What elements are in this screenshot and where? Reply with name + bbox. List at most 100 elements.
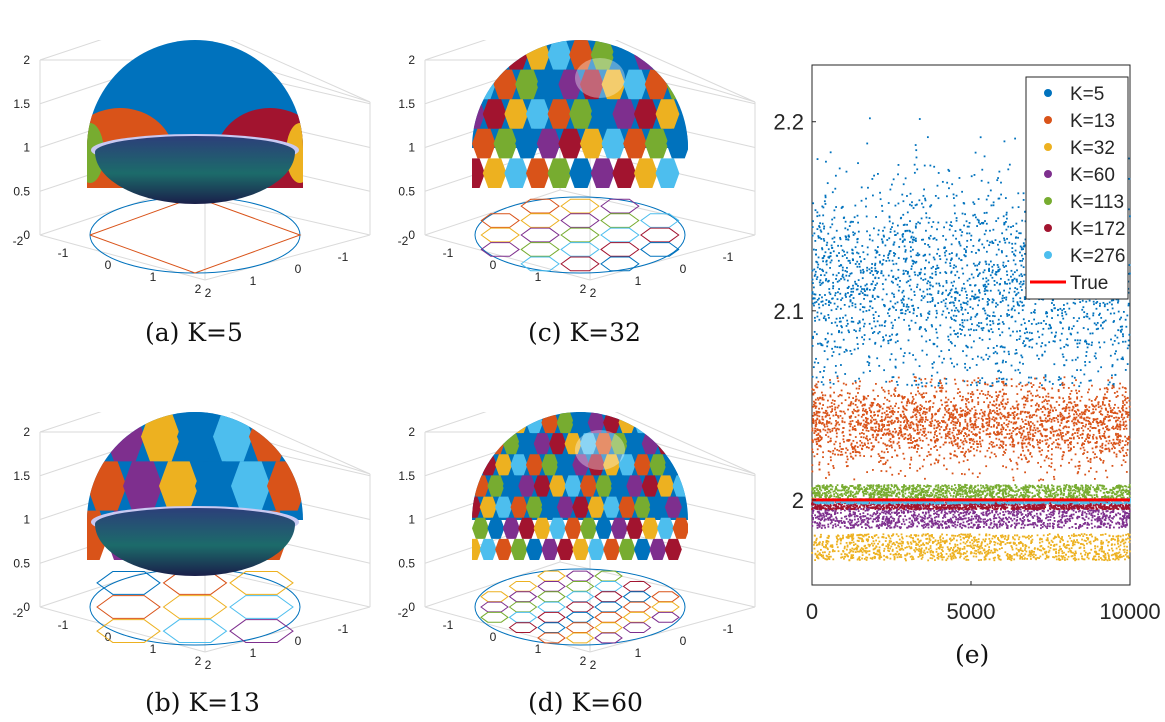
data-point — [1108, 448, 1111, 451]
data-point — [881, 412, 884, 415]
data-point — [986, 289, 989, 292]
data-point — [823, 225, 826, 228]
data-point — [851, 258, 854, 261]
data-point — [1025, 328, 1028, 330]
data-point — [982, 327, 985, 329]
data-point — [1003, 450, 1005, 453]
data-point — [883, 304, 886, 307]
data-point — [850, 415, 853, 418]
data-point — [945, 289, 948, 292]
data-point — [897, 276, 900, 279]
data-point — [956, 291, 959, 294]
data-point — [1008, 241, 1011, 244]
data-point — [948, 436, 951, 439]
data-point — [1002, 323, 1005, 325]
data-point — [999, 291, 1002, 294]
data-point — [1000, 424, 1003, 427]
data-point — [1005, 255, 1008, 258]
data-point — [819, 439, 822, 442]
data-point — [954, 382, 957, 385]
data-point — [854, 445, 857, 447]
data-point — [926, 282, 929, 285]
data-point — [955, 265, 957, 268]
data-point — [862, 251, 865, 254]
data-point — [831, 297, 833, 300]
data-point — [1059, 321, 1062, 324]
data-point — [848, 396, 851, 399]
data-point — [869, 305, 872, 308]
data-point — [909, 192, 912, 195]
data-point — [836, 324, 839, 327]
data-point — [1103, 432, 1106, 435]
data-point — [841, 273, 844, 276]
data-point — [901, 235, 904, 238]
data-point — [1084, 364, 1087, 367]
data-point — [985, 250, 988, 253]
data-point — [892, 252, 895, 254]
data-point — [913, 294, 916, 296]
data-point — [1020, 442, 1023, 445]
data-point — [969, 306, 972, 309]
data-point — [955, 219, 958, 222]
data-point — [991, 410, 994, 412]
data-point — [991, 240, 994, 243]
data-point — [983, 410, 986, 413]
data-point — [990, 412, 992, 415]
data-point — [859, 422, 861, 425]
data-point — [823, 315, 826, 318]
data-point — [987, 279, 990, 282]
data-point — [976, 264, 979, 267]
data-point — [852, 412, 855, 415]
data-point — [881, 263, 884, 266]
data-point — [1032, 446, 1035, 448]
data-point — [975, 296, 978, 299]
data-point — [1022, 257, 1024, 260]
data-point — [1097, 401, 1100, 404]
data-point — [822, 281, 824, 284]
data-point — [869, 409, 871, 412]
data-point — [972, 295, 975, 298]
data-point — [970, 250, 973, 253]
data-point — [926, 301, 929, 303]
data-point — [1027, 433, 1030, 436]
data-point — [1041, 425, 1044, 428]
data-point — [1123, 428, 1125, 430]
data-point — [824, 429, 827, 432]
data-point — [884, 433, 887, 436]
data-point — [946, 195, 948, 198]
data-point — [811, 234, 814, 237]
data-point — [1021, 219, 1024, 222]
data-point — [1059, 411, 1062, 414]
data-point — [872, 418, 875, 421]
data-point — [934, 445, 937, 447]
data-point — [864, 421, 867, 423]
data-point — [978, 337, 981, 340]
data-point — [897, 472, 900, 475]
data-point — [1064, 439, 1067, 442]
data-point — [919, 439, 922, 442]
data-point — [961, 307, 964, 309]
data-point — [1011, 441, 1014, 443]
data-point — [996, 362, 999, 365]
data-point — [1027, 436, 1030, 438]
data-point — [915, 254, 918, 257]
data-point — [998, 422, 1000, 424]
data-point — [1119, 411, 1122, 413]
data-point — [956, 442, 959, 445]
projection-cell — [480, 242, 520, 257]
data-point — [872, 436, 875, 439]
data-point — [1067, 420, 1070, 422]
data-point — [1118, 423, 1121, 426]
data-point — [951, 431, 954, 434]
data-point — [882, 274, 885, 277]
data-point — [924, 328, 927, 331]
data-point — [1076, 331, 1079, 334]
data-point — [857, 252, 860, 255]
data-point — [913, 376, 916, 378]
data-point — [924, 385, 927, 387]
data-point — [959, 323, 961, 326]
data-point — [1031, 399, 1034, 401]
data-point — [872, 313, 875, 316]
data-point — [849, 433, 852, 436]
